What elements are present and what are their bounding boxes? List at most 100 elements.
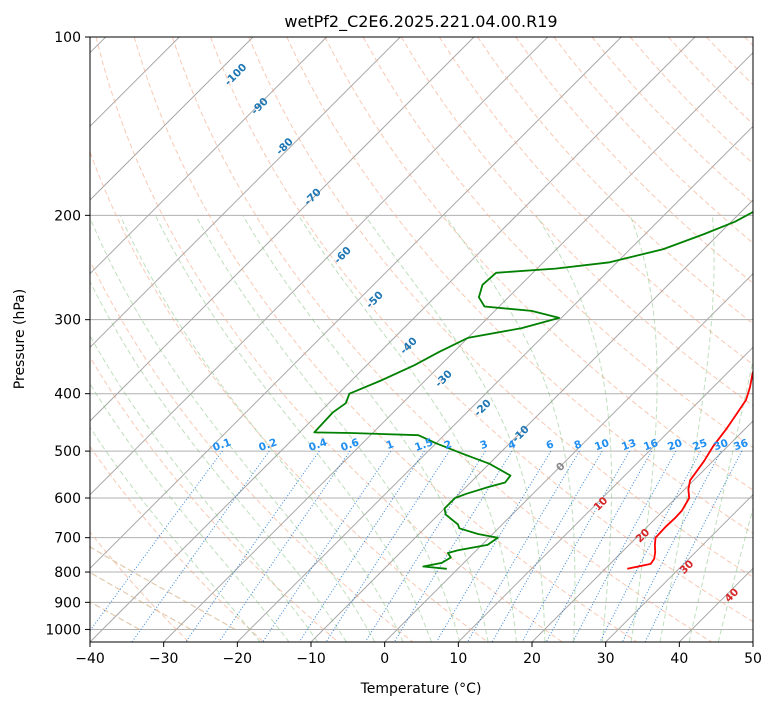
isotherm-line (531, 420, 753, 642)
x-tick-label: 20 (523, 651, 541, 667)
y-tick-label: 500 (54, 444, 81, 460)
background-lines (90, 37, 753, 642)
mixing-ratio-label: 0.2 (257, 436, 279, 454)
x-axis-label: Temperature (°C) (360, 681, 482, 697)
mixing-ratio-label: 0.6 (339, 436, 361, 454)
moist-adiabat-line (195, 215, 461, 642)
mixing-ratio-label: 16 (642, 437, 660, 453)
mixing-ratio-label: 3 (478, 438, 489, 452)
mixing-ratio-label: 36 (732, 437, 750, 453)
dry-adiabat-line (744, 37, 753, 47)
y-tick-label: 900 (54, 595, 81, 611)
dry-adiabat-line (90, 150, 488, 642)
x-tick-label: −30 (149, 651, 179, 667)
moist-adiabat-line (154, 215, 432, 642)
series-layer (313, 210, 753, 570)
y-tick-label: 100 (54, 30, 81, 46)
moist-adiabat-line (629, 215, 658, 642)
isotherm-line (90, 37, 401, 349)
isotherm-line (90, 37, 622, 570)
isotherm-line (236, 125, 753, 642)
moist-adiabat-line (444, 215, 576, 642)
x-tick-label: −10 (296, 651, 326, 667)
dry-adiabat-line (438, 37, 753, 366)
dry-adiabat-line (90, 259, 414, 642)
dry-adiabat-line (515, 37, 753, 284)
dry-adiabat-line (400, 37, 753, 407)
isotherm-line (90, 37, 696, 642)
dry-adiabat-line (668, 37, 753, 125)
mixing-ratio-label: 10 (593, 437, 611, 453)
dry-adiabat-line (210, 37, 753, 623)
moist-adiabat-line (90, 382, 290, 642)
isotherm-line (90, 37, 254, 201)
moist-adiabat-line (119, 215, 404, 642)
isotherm-line (310, 199, 753, 642)
dry-adiabat-line (286, 37, 753, 534)
dry-adiabat-label: -60 (332, 244, 354, 266)
moist-adiabat-line (659, 215, 715, 642)
moist-adiabat-line (90, 280, 347, 642)
mixing-ratio-label: 0.1 (211, 436, 233, 454)
y-tick-label: 600 (54, 491, 81, 507)
mixing-ratio-label: 25 (691, 437, 709, 453)
isotherm-line (90, 37, 549, 496)
moist-adiabat-line (90, 426, 261, 642)
mixing-ratio-label: 2 (442, 438, 453, 452)
y-tick-label: 400 (54, 387, 81, 403)
dry-adiabat-line (90, 445, 264, 642)
isotherm-line (457, 346, 753, 642)
mixing-ratio-line (435, 450, 552, 642)
mixing-ratio-line (262, 450, 392, 642)
moist-adiabat-line (90, 546, 236, 630)
mixing-ratio-label: 30 (712, 437, 730, 453)
dry-adiabat-line (90, 356, 339, 642)
dry-adiabat-line (133, 37, 638, 642)
dry-adiabat-line (324, 37, 753, 491)
mixing-ratio-line (621, 450, 722, 642)
mixing-ratio-label: 20 (666, 437, 684, 453)
moist-adiabat-line (364, 215, 546, 642)
dry-adiabat-label: -100 (222, 61, 249, 88)
dry-adiabat-line (706, 37, 753, 86)
dry-adiabat-label: -70 (302, 186, 324, 208)
mixing-ratio-line (393, 450, 513, 642)
x-tick-label: −20 (223, 651, 253, 667)
y-tick-label: 1000 (45, 622, 81, 638)
isotherm-line (752, 641, 753, 642)
mixing-ratio-line (521, 450, 630, 642)
dry-adiabat-label: -50 (364, 289, 386, 311)
mixing-ratio-line (599, 450, 701, 642)
isotherm-line (90, 37, 328, 275)
dry-adiabat-label: -30 (433, 368, 455, 390)
moist-adiabat-line (90, 334, 319, 642)
x-tick-label: 30 (597, 651, 615, 667)
moist-adiabat-line (297, 215, 517, 642)
y-tick-label: 800 (54, 565, 81, 581)
dry-adiabat-line (171, 37, 712, 642)
moist-adiabat-line (90, 216, 376, 642)
x-tick-label: 0 (380, 651, 389, 667)
y-tick-label: 300 (54, 313, 81, 329)
dry-adiabat-line (248, 37, 753, 578)
mixing-ratio-line (572, 450, 677, 642)
dry-adiabat-line (362, 37, 753, 449)
mixing-ratio-line (185, 450, 320, 642)
mixing-ratio-line (644, 450, 743, 642)
dry-adiabat-label: -20 (472, 397, 494, 419)
axis-ticks: −40 −30 −20 −10 0 10 20 30 40 5010020030040050060… (45, 30, 762, 667)
isotherm-line (384, 272, 753, 642)
plot-frame (89, 36, 754, 643)
mixing-ratio-label: 13 (620, 437, 638, 453)
dewpoint-profile-line (313, 210, 753, 570)
y-tick-label: 700 (54, 531, 81, 547)
y-axis-label: Pressure (hPa) (12, 289, 28, 389)
dry-adiabat-line (591, 37, 753, 204)
moist-adiabat-line (90, 571, 192, 630)
mixing-ratio-label: 1.5 (413, 436, 435, 454)
mixing-ratio-label: 8 (572, 438, 583, 452)
isotherm-line (678, 567, 753, 642)
moist-adiabat-line (535, 215, 613, 642)
mixing-ratio-label: 0.4 (307, 436, 329, 454)
